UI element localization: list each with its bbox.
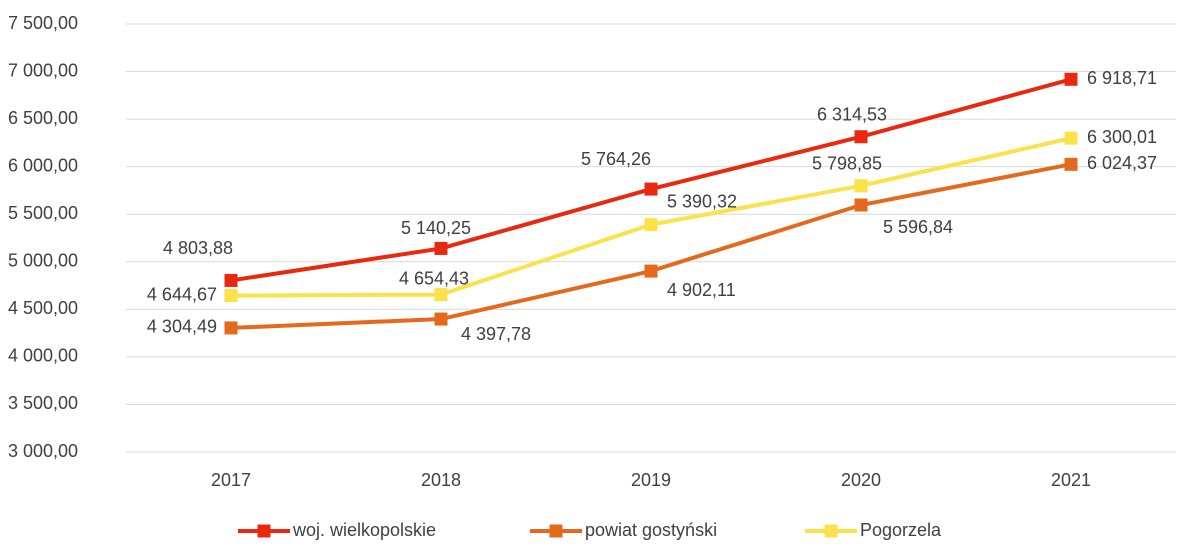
marker	[854, 179, 868, 193]
legend-marker	[257, 524, 271, 538]
y-tick-label: 3 500,00	[8, 393, 78, 413]
marker	[434, 288, 448, 302]
y-tick-label: 5 500,00	[8, 203, 78, 223]
marker	[1064, 131, 1078, 145]
y-tick-label: 7 500,00	[8, 13, 78, 33]
legend-label: woj. wielkopolskie	[292, 520, 436, 540]
data-label: 6 314,53	[817, 105, 887, 125]
data-label: 4 304,49	[147, 317, 217, 337]
legend-label: powiat gostyński	[585, 520, 717, 540]
x-tick-label: 2019	[631, 470, 671, 490]
y-tick-label: 6 000,00	[8, 155, 78, 175]
data-label: 5 798,85	[812, 154, 882, 174]
data-label: 6 300,01	[1087, 127, 1157, 147]
marker	[854, 198, 868, 212]
marker	[434, 241, 448, 255]
data-label: 4 654,43	[399, 268, 469, 288]
legend-label: Pogorzela	[860, 520, 942, 540]
marker	[644, 264, 658, 278]
data-label: 6 918,71	[1087, 68, 1157, 88]
x-tick-label: 2020	[841, 470, 881, 490]
x-tick-label: 2017	[211, 470, 251, 490]
marker	[644, 218, 658, 232]
y-tick-label: 4 500,00	[8, 298, 78, 318]
marker	[224, 289, 238, 303]
y-tick-label: 6 500,00	[8, 108, 78, 128]
marker	[1064, 157, 1078, 171]
marker	[1064, 72, 1078, 86]
marker	[224, 321, 238, 335]
marker	[224, 273, 238, 287]
data-label: 4 803,88	[163, 238, 233, 258]
data-label: 5 596,84	[883, 217, 953, 237]
marker	[434, 312, 448, 326]
data-label: 5 764,26	[581, 149, 651, 169]
x-tick-label: 2021	[1051, 470, 1091, 490]
y-tick-label: 5 000,00	[8, 251, 78, 271]
y-tick-label: 4 000,00	[8, 346, 78, 366]
y-tick-label: 7 000,00	[8, 60, 78, 80]
data-label: 5 140,25	[401, 218, 471, 238]
marker	[854, 130, 868, 144]
data-label: 6 024,37	[1087, 153, 1157, 173]
legend-marker	[824, 524, 838, 538]
data-label: 4 644,67	[147, 284, 217, 304]
series-line	[230, 77, 1072, 283]
legend-marker	[549, 524, 563, 538]
marker	[644, 182, 658, 196]
data-label: 4 902,11	[667, 280, 736, 300]
data-label: 5 390,32	[667, 191, 737, 211]
y-tick-label: 3 000,00	[8, 441, 78, 461]
x-tick-label: 2018	[421, 470, 461, 490]
data-label: 4 397,78	[461, 324, 531, 344]
